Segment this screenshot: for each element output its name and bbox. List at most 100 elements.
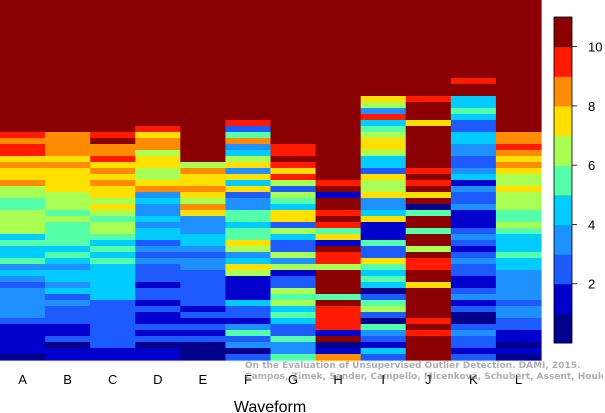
heatmap-cell [0,168,46,175]
heatmap-cell [270,54,317,61]
heatmap-cell [495,312,542,319]
heatmap-cell [315,126,362,133]
heatmap-cell [90,180,136,187]
heatmap-cell [180,204,227,211]
x-tick-label: H [333,372,342,387]
heatmap-cell [225,156,272,163]
heatmap-cell [0,6,46,13]
heatmap-cell [495,276,542,283]
heatmap-cell [495,48,542,55]
heatmap-cell [135,36,181,43]
heatmap-cell [45,216,91,223]
x-tick-label: F [244,372,252,387]
heatmap-cell [90,132,136,139]
heatmap-cell [270,36,317,43]
heatmap-cell [495,138,542,145]
heatmap-cell [180,174,227,181]
heatmap-cell [270,354,317,361]
heatmap-cell [450,6,497,13]
heatmap-cell [135,186,181,193]
heatmap-cell [405,150,452,157]
heatmap-cell [360,54,407,61]
heatmap-cell [90,318,136,325]
colorbar-swatch [554,165,572,196]
heatmap-cell [450,114,497,121]
heatmap-cell [270,180,317,187]
colorbar-ticks: 2 4 6 8 10 [572,40,602,292]
heatmap-cell [405,342,452,349]
heatmap-cell [45,252,91,259]
heatmap-cell [405,90,452,97]
heatmap-cell [315,318,362,325]
heatmap-cell [0,102,46,109]
heatmap-cell [225,126,272,133]
heatmap-cell [405,282,452,289]
heatmap-cell [360,246,407,253]
heatmap-cell [225,192,272,199]
heatmap-cell [90,78,136,85]
heatmap-cell [315,102,362,109]
heatmap-cell [180,264,227,271]
heatmap-cell [450,66,497,73]
heatmap-cell [450,180,497,187]
heatmap-cell [405,36,452,43]
heatmap-cell [405,30,452,37]
heatmap-cell [405,114,452,121]
heatmap-cell [180,222,227,229]
heatmap-cell [0,192,46,199]
heatmap-cell [360,18,407,25]
heatmap-cell [225,102,272,109]
heatmap-cell [0,132,46,139]
heatmap-cell [270,204,317,211]
heatmap-cell [0,282,46,289]
heatmap-cell [495,102,542,109]
heatmap-cell [180,78,227,85]
heatmap-cell [360,42,407,49]
heatmap-cell [315,72,362,79]
heatmap-cell [45,84,91,91]
heatmap-cell [495,174,542,181]
heatmap-cell [450,246,497,253]
heatmap-cell [135,24,181,31]
heatmap-cell [90,192,136,199]
heatmap-cell [135,108,181,115]
heatmap-cell [495,156,542,163]
heatmap-cell [135,150,181,157]
heatmap-cell [315,48,362,55]
heatmap-cell [0,24,46,31]
heatmap-cell [135,246,181,253]
heatmap-cell [270,144,317,151]
heatmap-cell [450,336,497,343]
x-axis-ticks: A B C D E F G H I J K L [18,372,522,387]
heatmap-cell [45,276,91,283]
heatmap-cell [135,138,181,145]
heatmap-cell [225,48,272,55]
heatmap-cell [270,282,317,289]
heatmap-cell [270,114,317,121]
heatmap-cell [0,228,46,235]
heatmap-cell [180,318,227,325]
heatmap-cell [90,198,136,205]
heatmap-cell [315,162,362,169]
heatmap-cell [405,246,452,253]
heatmap-cell [405,276,452,283]
heatmap-cell [270,288,317,295]
heatmap-cell [90,66,136,73]
heatmap-cell [180,342,227,349]
heatmap-cell [495,318,542,325]
x-tick-label: B [63,372,72,387]
heatmap-cell [180,294,227,301]
citation-watermark: On the Evaluation of Unsupervised Outlie… [245,361,603,383]
heatmap-cell [135,288,181,295]
heatmap-cell [405,306,452,313]
heatmap-cell [495,186,542,193]
heatmap-cell [405,102,452,109]
heatmap-cell [90,60,136,67]
colorbar-swatch [554,105,572,137]
heatmap-cell [450,318,497,325]
heatmap-cell [405,72,452,79]
heatmap-cell [135,216,181,223]
heatmap-cell [225,204,272,211]
heatmap-cell [270,24,317,31]
heatmap-cell [45,330,91,337]
